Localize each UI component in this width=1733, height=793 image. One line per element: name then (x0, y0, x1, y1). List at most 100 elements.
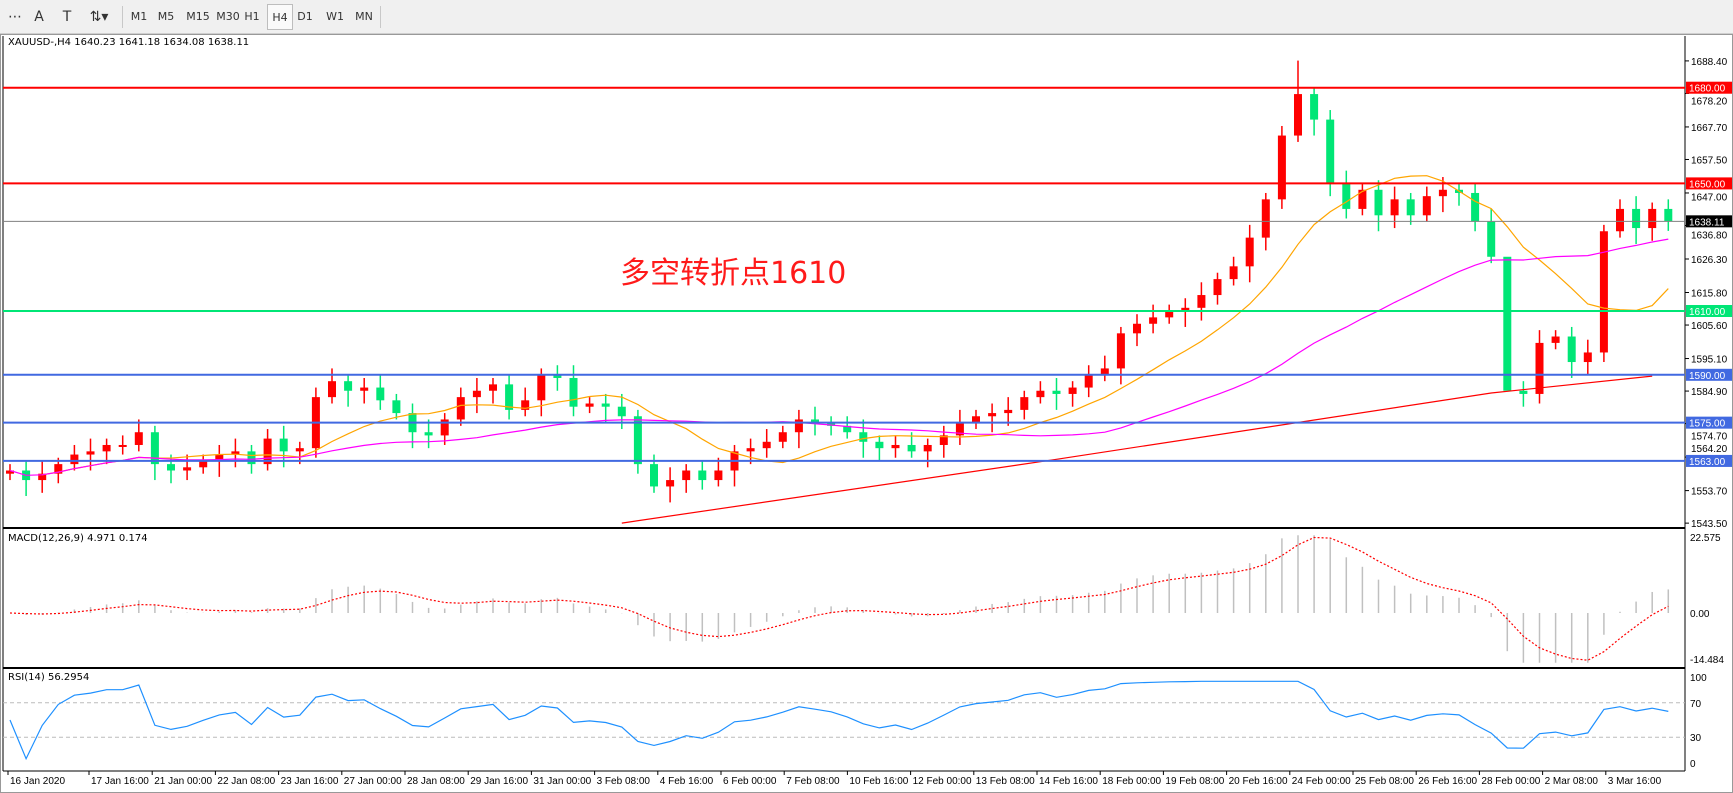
candle[interactable] (811, 419, 819, 423)
candle[interactable] (1197, 295, 1206, 308)
timeframe-mn[interactable]: MN (355, 10, 373, 23)
candle[interactable] (1487, 221, 1496, 257)
annotation-text[interactable]: 多空转折点1610 (620, 256, 847, 291)
candle[interactable] (360, 387, 369, 391)
candle[interactable] (1374, 189, 1383, 216)
candle[interactable] (1229, 266, 1238, 280)
period-separators-icon[interactable]: ⋯ (8, 9, 22, 25)
candle[interactable] (778, 432, 787, 442)
candle[interactable] (682, 470, 691, 481)
text-label-tool-icon[interactable]: T (62, 9, 72, 25)
candle[interactable] (1632, 208, 1641, 229)
candle[interactable] (827, 422, 836, 426)
candle[interactable] (1519, 390, 1528, 394)
candle[interactable] (1100, 368, 1109, 375)
candle[interactable] (1471, 192, 1480, 222)
candle[interactable] (843, 425, 852, 433)
candle[interactable] (1245, 237, 1254, 267)
candle[interactable] (344, 381, 353, 391)
candle[interactable] (1020, 397, 1029, 410)
candle[interactable] (633, 416, 642, 465)
candle[interactable] (1052, 390, 1061, 394)
timeframe-w1[interactable]: W1 (326, 10, 344, 23)
candle[interactable] (295, 448, 304, 452)
timeframe-m1[interactable]: M1 (130, 10, 148, 23)
candle[interactable] (86, 451, 95, 455)
candle[interactable] (762, 441, 771, 449)
timeframe-m30[interactable]: M30 (216, 10, 240, 23)
candle[interactable] (231, 451, 240, 455)
candle[interactable] (1277, 135, 1286, 200)
candle[interactable] (698, 470, 707, 481)
candle[interactable] (424, 432, 433, 436)
candle[interactable] (54, 464, 63, 474)
candle[interactable] (6, 470, 14, 474)
candle[interactable] (328, 381, 336, 398)
candle[interactable] (1004, 409, 1013, 414)
candle[interactable] (1535, 342, 1544, 394)
candle[interactable] (859, 432, 868, 442)
candle[interactable] (1181, 307, 1190, 311)
candle[interactable] (955, 422, 964, 436)
candle[interactable] (1551, 336, 1560, 343)
candle[interactable] (1133, 323, 1141, 334)
candle[interactable] (505, 384, 514, 410)
candle[interactable] (1294, 94, 1302, 136)
candle[interactable] (1583, 352, 1592, 363)
candle[interactable] (1036, 390, 1045, 398)
candle[interactable] (537, 374, 546, 401)
candle[interactable] (907, 444, 916, 452)
candle[interactable] (1616, 208, 1624, 232)
candle[interactable] (1648, 208, 1657, 229)
candle[interactable] (617, 406, 626, 417)
candle[interactable] (1358, 189, 1367, 209)
candle[interactable] (569, 377, 578, 407)
candle[interactable] (972, 416, 980, 423)
candle[interactable] (666, 480, 675, 487)
candle[interactable] (440, 419, 449, 436)
candle[interactable] (472, 390, 481, 398)
candle[interactable] (134, 432, 143, 445)
candle[interactable] (585, 403, 594, 407)
candle[interactable] (988, 413, 997, 417)
candle[interactable] (746, 448, 755, 452)
timeframe-h4[interactable]: H4 (267, 4, 293, 30)
timeframe-m15[interactable]: M15 (186, 10, 210, 23)
candle[interactable] (70, 454, 79, 465)
candle[interactable] (1068, 387, 1077, 394)
candle[interactable] (1567, 336, 1576, 363)
candle[interactable] (601, 403, 610, 407)
candle[interactable] (376, 387, 385, 401)
candle[interactable] (392, 400, 401, 414)
candle[interactable] (553, 374, 562, 378)
candle[interactable] (1149, 317, 1158, 324)
candle[interactable] (183, 467, 192, 471)
candle[interactable] (650, 464, 658, 487)
candle[interactable] (102, 444, 111, 452)
candle[interactable] (1326, 119, 1335, 184)
candle[interactable] (1599, 231, 1608, 353)
candle[interactable] (279, 438, 288, 452)
candle[interactable] (1406, 199, 1415, 216)
candle[interactable] (247, 451, 256, 465)
candle[interactable] (923, 444, 932, 452)
candle[interactable] (939, 435, 948, 445)
candle[interactable] (1084, 374, 1093, 388)
candle[interactable] (1261, 199, 1270, 238)
candle[interactable] (263, 438, 272, 465)
candle[interactable] (118, 444, 127, 447)
text-tool-icon[interactable]: A (34, 9, 44, 25)
candle[interactable] (1116, 333, 1125, 369)
candle[interactable] (521, 400, 530, 410)
candle[interactable] (1390, 199, 1399, 216)
timeframe-d1[interactable]: D1 (297, 10, 313, 23)
candle[interactable] (1165, 311, 1174, 318)
candle[interactable] (199, 460, 208, 468)
candle[interactable] (1310, 94, 1319, 120)
candle[interactable] (215, 454, 224, 461)
candle[interactable] (489, 384, 497, 391)
candle[interactable] (1664, 208, 1673, 222)
candle[interactable] (1438, 189, 1447, 197)
candle[interactable] (167, 464, 175, 471)
